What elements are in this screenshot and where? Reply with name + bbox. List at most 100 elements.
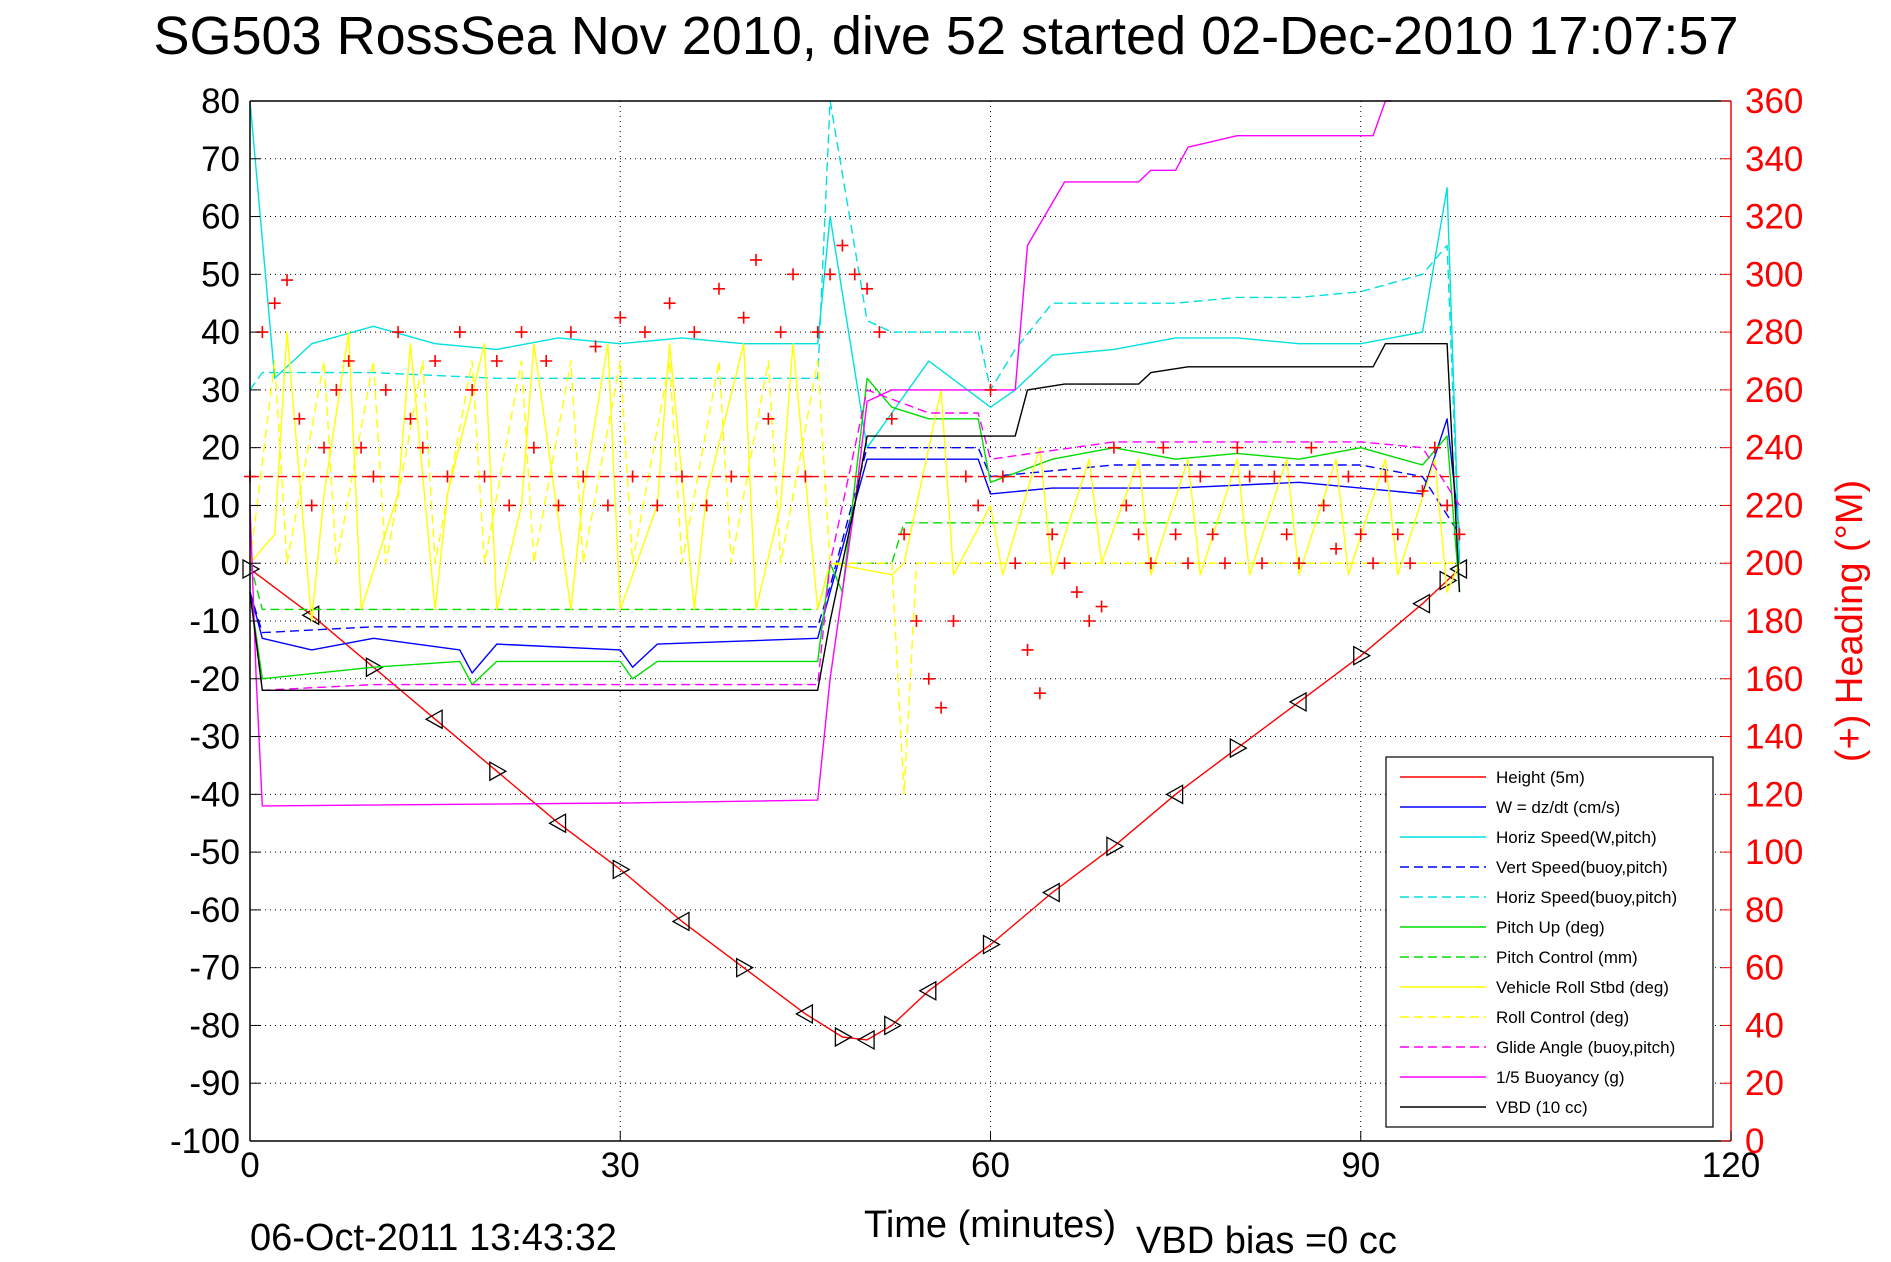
series-1: [249, 418, 1461, 674]
y-right-tick-label: 340: [1745, 140, 1803, 179]
heading-point: [1206, 528, 1219, 541]
heading-point: [898, 528, 911, 541]
y-tick-label: 20: [201, 429, 240, 468]
y-right-tick-label: 320: [1745, 198, 1803, 237]
legend-box: [1385, 756, 1714, 1128]
heading-point: [1157, 441, 1170, 454]
legend-entry: Horiz Speed(W,pitch): [1496, 828, 1657, 847]
heading-point: [1107, 441, 1120, 454]
heading-point: [737, 311, 750, 324]
y-tick-label: -100: [170, 1122, 240, 1161]
height-marker: [795, 1003, 814, 1025]
series-4: [249, 100, 1461, 564]
heading-point: [1218, 557, 1231, 570]
y-tick-label: 80: [201, 82, 240, 121]
series-line: [249, 377, 1461, 686]
height-marker: [884, 1015, 903, 1036]
y-axis-right-label: (+) Heading (°M): [1829, 480, 1871, 762]
heading-point: [712, 282, 725, 295]
legend-entry: Vehicle Roll Stbd (deg): [1496, 978, 1669, 997]
series-8: [249, 360, 1460, 795]
height-marker: [612, 859, 631, 880]
legend-entry: Vert Speed(buoy,pitch): [1496, 858, 1668, 877]
y-right-tick-label: 60: [1745, 949, 1784, 988]
chart-title: SG503 RossSea Nov 2010, dive 52 started …: [153, 6, 1738, 66]
y-tick-label: 60: [201, 198, 240, 237]
heading-point: [281, 274, 294, 287]
y-right-tick-label: 20: [1745, 1064, 1784, 1103]
height-marker: [1165, 784, 1184, 805]
legend-entry: Pitch Up (deg): [1496, 918, 1605, 937]
height-marker: [1288, 691, 1307, 713]
height-marker: [1041, 882, 1060, 903]
series-line: [249, 100, 1461, 564]
series-line: [249, 568, 1460, 1041]
x-axis-label: Time (minutes): [864, 1204, 1116, 1246]
heading-point: [1317, 499, 1330, 512]
y-tick-label: -70: [189, 949, 240, 988]
y-right-tick-label: 260: [1745, 371, 1803, 410]
heading-point: [1280, 528, 1293, 541]
series-2: [249, 100, 1461, 564]
height-marker: [671, 911, 690, 932]
heading-point: [1181, 557, 1194, 570]
heading-point: [503, 499, 516, 512]
heading-point: [1144, 557, 1157, 570]
y-tick-label: -90: [189, 1064, 240, 1103]
series-11: [249, 343, 1461, 691]
height-marker: [489, 761, 508, 782]
y-right-tick-label: 220: [1745, 486, 1803, 525]
heading-point: [947, 615, 960, 627]
heading-point: [824, 268, 837, 281]
heading-point: [1083, 615, 1096, 627]
heading-point: [1416, 485, 1429, 497]
x-tick-label: 120: [1702, 1146, 1760, 1185]
y-tick-label: 70: [201, 140, 240, 179]
y-tick-label: -60: [189, 891, 240, 930]
series-10: [249, 100, 1392, 807]
y-right-tick-label: 80: [1745, 891, 1784, 930]
heading-point: [342, 355, 355, 367]
heading-point: [589, 340, 602, 353]
y-right-tick-label: 140: [1745, 718, 1803, 757]
heading-point: [379, 383, 392, 396]
heading-point: [811, 326, 824, 339]
heading-point: [885, 412, 898, 425]
legend-entry: Pitch Control (mm): [1496, 948, 1638, 967]
y-tick-label: -20: [189, 660, 240, 699]
heading-point: [651, 499, 664, 512]
y-right-tick-label: 0: [1745, 1122, 1764, 1161]
heading-point: [1441, 499, 1454, 512]
height-marker: [856, 1029, 875, 1051]
series-5: [249, 377, 1461, 686]
series-line: [249, 100, 1461, 564]
heading-point: [1009, 557, 1022, 570]
heading-point: [984, 383, 997, 396]
heading-point: [1404, 557, 1417, 570]
heading-point: [490, 355, 503, 367]
height-marker: [365, 657, 384, 678]
y-right-tick-label: 300: [1745, 255, 1803, 294]
heading-point: [910, 615, 923, 627]
heading-point: [1070, 586, 1083, 599]
heading-point: [564, 326, 577, 339]
heading-point: [318, 441, 331, 454]
height-marker: [1439, 570, 1458, 591]
heading-point: [1391, 528, 1404, 541]
y-tick-label: -30: [189, 718, 240, 757]
heading-point: [774, 326, 787, 339]
y-tick-label: 0: [221, 544, 240, 583]
height-marker: [548, 813, 567, 834]
y-tick-label: 10: [201, 486, 240, 525]
height-marker: [982, 934, 1001, 955]
series-layer: [242, 100, 1468, 1051]
heading-point: [330, 383, 343, 396]
heading-point: [688, 326, 701, 339]
heading-point: [848, 268, 861, 281]
heading-point: [355, 441, 368, 454]
y-right-tick-label: 360: [1745, 82, 1803, 121]
height-marker: [1353, 645, 1372, 666]
heading-point: [453, 326, 466, 339]
heading-point: [922, 672, 935, 685]
heading-point: [268, 297, 281, 310]
